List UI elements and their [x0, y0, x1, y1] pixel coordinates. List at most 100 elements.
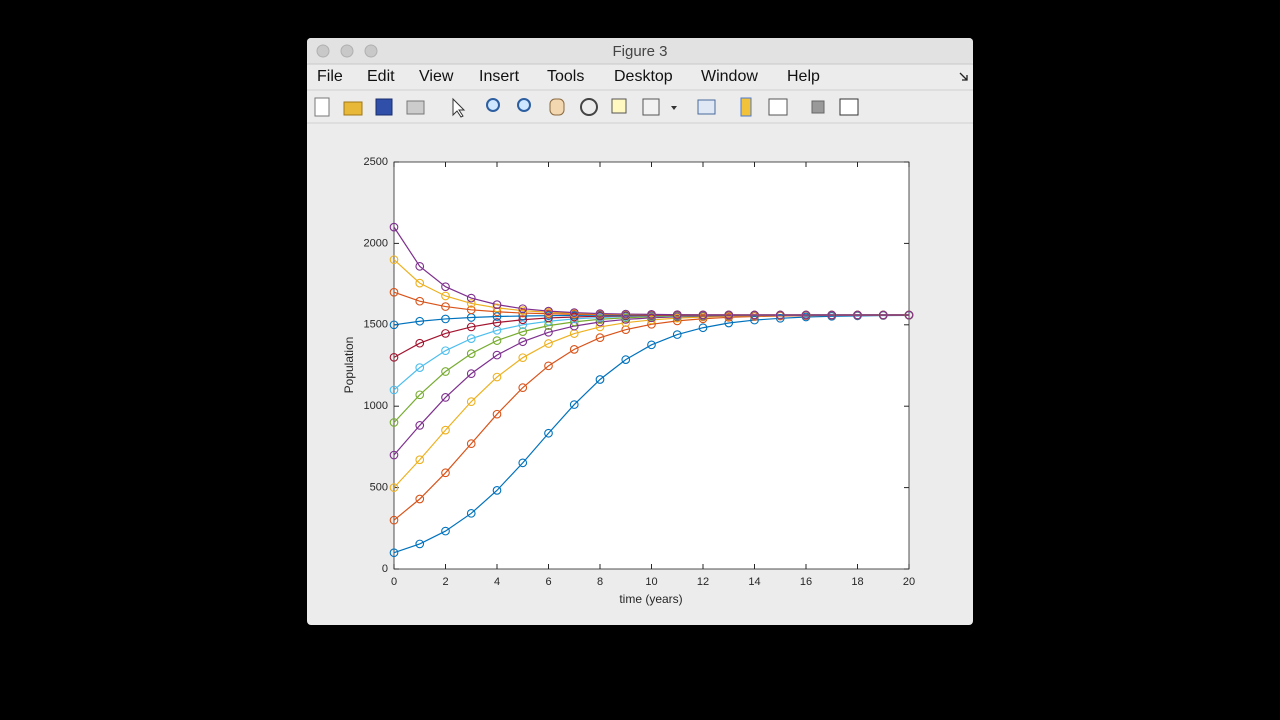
data-marker	[518, 353, 528, 363]
menu-item[interactable]: View	[419, 68, 454, 85]
brush-icon[interactable]	[642, 98, 660, 116]
menu-item[interactable]: Desktop	[614, 68, 673, 85]
zoom-out-icon[interactable]	[517, 98, 531, 112]
data-marker	[595, 375, 605, 384]
data-marker	[492, 312, 502, 321]
title-bar	[307, 38, 973, 64]
data-marker	[415, 455, 425, 465]
data-marker	[466, 322, 476, 332]
data-marker	[544, 339, 553, 348]
dock-button[interactable]	[959, 72, 968, 81]
data-marker	[750, 310, 759, 320]
zoom-button[interactable]	[364, 44, 378, 58]
data-marker	[672, 310, 682, 320]
x-tick-label: 10	[645, 576, 657, 588]
axes-box	[393, 161, 910, 570]
data-marker	[647, 340, 656, 350]
data-marker	[569, 308, 579, 317]
pointer-icon[interactable]	[452, 97, 466, 118]
legend-icon[interactable]	[768, 98, 788, 116]
data-marker	[415, 316, 425, 326]
data-marker	[492, 486, 502, 495]
menu-bar: File Edit View Insert Tools Desktop Window Help	[317, 68, 820, 85]
data-marker	[492, 372, 502, 382]
data-marker	[389, 418, 399, 427]
open-icon[interactable]	[343, 101, 363, 116]
data-cursor-icon[interactable]	[611, 98, 627, 114]
data-marker	[441, 425, 450, 435]
data-marker	[569, 345, 579, 354]
rotate-icon[interactable]	[580, 98, 598, 116]
brush-dropdown[interactable]	[671, 106, 677, 110]
data-marker	[466, 439, 476, 448]
data-marker	[441, 346, 450, 356]
x-tick-label: 2	[442, 576, 448, 588]
data-marker	[801, 310, 811, 320]
data-marker	[415, 421, 425, 430]
x-tick-label: 18	[851, 576, 863, 588]
data-marker	[775, 313, 785, 323]
data-marker	[415, 296, 425, 306]
menu-item[interactable]: Tools	[547, 68, 584, 85]
data-marker	[466, 369, 476, 378]
hide-tools-icon[interactable]	[811, 100, 825, 114]
zoom-in-icon[interactable]	[486, 98, 500, 112]
data-marker	[441, 367, 450, 376]
save-icon[interactable]	[375, 98, 393, 116]
x-tick-label: 6	[545, 576, 551, 588]
menu-item[interactable]: File	[317, 68, 343, 85]
data-marker	[698, 323, 708, 333]
data-marker	[518, 308, 528, 318]
data-marker	[415, 338, 425, 348]
toolbar	[314, 97, 859, 118]
y-tick-label: 500	[370, 482, 388, 494]
data-marker	[492, 303, 502, 313]
x-tick-label: 14	[748, 576, 760, 588]
pan-icon[interactable]	[549, 98, 565, 116]
data-marker	[441, 393, 450, 402]
data-marker	[595, 309, 605, 318]
data-marker	[389, 450, 399, 460]
data-marker	[544, 313, 553, 323]
data-marker	[595, 333, 605, 343]
data-marker	[544, 306, 553, 316]
data-marker	[621, 355, 631, 364]
colorbar-icon[interactable]	[740, 97, 752, 117]
plot: time (years) Population 0 2 4 6 8 10 12 14 16 18 2…	[342, 156, 915, 606]
data-marker	[441, 282, 450, 292]
menu-item[interactable]: Edit	[367, 68, 395, 85]
data-marker	[544, 361, 553, 371]
data-marker	[441, 291, 450, 301]
data-marker	[389, 287, 399, 297]
minimize-button[interactable]	[340, 44, 354, 58]
data-marker	[415, 390, 425, 400]
menu-item[interactable]: Window	[701, 68, 758, 85]
data-marker	[389, 515, 399, 525]
link-icon[interactable]	[697, 99, 716, 115]
data-marker	[415, 363, 425, 372]
y-tick-label: 1500	[364, 319, 388, 331]
close-button[interactable]	[316, 44, 330, 58]
window-title: Figure 3	[612, 43, 667, 60]
property-editor-icon[interactable]	[839, 98, 859, 116]
data-marker	[441, 329, 450, 338]
print-icon[interactable]	[406, 100, 425, 115]
data-marker	[518, 304, 528, 314]
data-marker	[518, 337, 528, 347]
data-marker	[569, 400, 579, 409]
x-tick-label: 8	[597, 576, 603, 588]
axes-background	[394, 162, 909, 569]
data-marker	[389, 548, 399, 558]
data-marker	[441, 314, 450, 324]
y-tick-label: 2000	[364, 237, 388, 249]
data-marker	[878, 310, 888, 320]
new-figure-icon[interactable]	[314, 97, 330, 117]
data-marker	[518, 383, 528, 392]
menu-item[interactable]: Help	[787, 68, 820, 85]
menu-item[interactable]: Insert	[479, 68, 520, 85]
data-marker	[389, 483, 399, 492]
data-marker	[518, 320, 528, 330]
data-marker	[466, 334, 476, 343]
y-tick-label: 1000	[364, 400, 388, 412]
x-tick-label: 16	[800, 576, 812, 588]
